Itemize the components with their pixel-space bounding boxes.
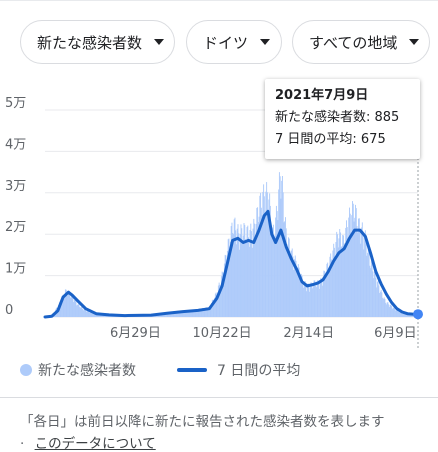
y-tick-label: 3万 — [5, 179, 26, 194]
area-dropdown-label: すべての地域 — [309, 32, 397, 53]
y-tick-label: 0 — [5, 303, 13, 318]
data-tooltip: 2021年7月9日 新たな感染者数: 885 7 日間の平均: 675 — [265, 79, 420, 159]
area-dropdown[interactable]: すべての地域 — [292, 20, 430, 64]
legend-cases-label: 新たな感染者数 — [38, 360, 136, 380]
legend-average-label: 7 日間の平均 — [217, 360, 300, 380]
footer-divider — [0, 397, 438, 398]
metric-dropdown-label: 新たな感染者数 — [37, 32, 142, 53]
caret-down-icon — [409, 39, 419, 45]
y-tick-label: 4万 — [5, 137, 26, 152]
caret-down-icon — [260, 39, 270, 45]
x-tick-label: 6月29日 — [110, 326, 161, 341]
tooltip-cases: 新たな感染者数: 885 — [275, 107, 410, 129]
tooltip-date: 2021年7月9日 — [275, 85, 410, 107]
caret-down-icon — [154, 39, 164, 45]
footnote-text: 「各日」は前日以降に新たに報告された感染者数を表します — [20, 410, 438, 430]
filter-bar: 新たな感染者数 ドイツ すべての地域 — [0, 0, 438, 90]
region-dropdown-label: ドイツ — [203, 32, 248, 53]
y-tick-label: 5万 — [5, 96, 26, 111]
hover-point-marker — [413, 309, 423, 319]
x-tick-label: 2月14日 — [283, 326, 334, 341]
y-tick-label: 1万 — [5, 262, 26, 277]
line-legend-swatch — [177, 368, 207, 372]
region-dropdown[interactable]: ドイツ — [186, 20, 282, 64]
bar-legend-swatch — [20, 364, 32, 376]
x-tick-label: 6月9日 — [374, 326, 417, 341]
tooltip-average: 7 日間の平均: 675 — [275, 129, 410, 151]
x-tick-label: 10月22日 — [193, 326, 252, 341]
about-data: · このデータについて — [20, 432, 156, 452]
y-tick-label: 2万 — [5, 220, 26, 235]
metric-dropdown[interactable]: 新たな感染者数 — [20, 20, 175, 64]
